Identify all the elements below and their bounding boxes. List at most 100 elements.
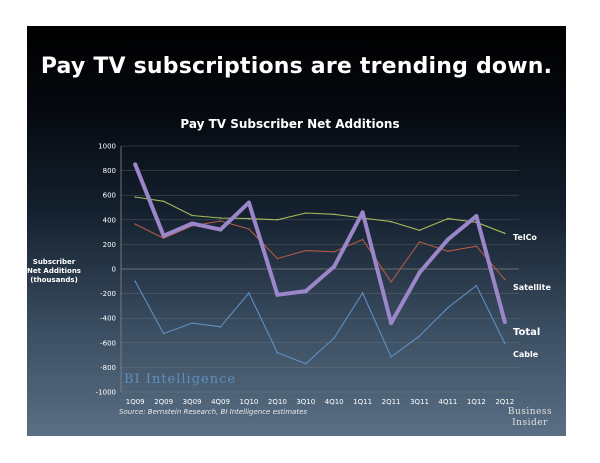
total-data-point	[389, 321, 394, 326]
total-data-point	[332, 264, 337, 269]
x-tick-label: 2Q09	[154, 398, 173, 406]
satellite-data-point	[361, 238, 364, 241]
cable-data-point	[162, 332, 165, 335]
y-axis-label: Subscriber Net Additions (thousands)	[27, 258, 81, 284]
y-tick-label: 600	[103, 192, 116, 200]
brand-line-1: Business	[508, 407, 552, 417]
x-tick-label: 3Q10	[296, 398, 315, 406]
total-data-point	[161, 233, 166, 238]
cable-data-point	[475, 284, 478, 287]
x-tick-label: 4Q10	[325, 398, 344, 406]
satellite-data-point	[134, 223, 137, 225]
business-insider-logo: Business Insider	[508, 407, 552, 428]
cable-series-line	[134, 280, 506, 365]
satellite-data-point	[162, 237, 165, 240]
telco-data-point	[390, 220, 392, 223]
cable-data-point	[191, 322, 193, 324]
source-note: Source: Bernstein Research, BI Intellige…	[119, 408, 307, 416]
total-series-line	[133, 162, 507, 326]
y-axis-label-line-2: Net Additions	[27, 267, 81, 275]
total-data-point	[474, 214, 479, 219]
telco-series-line	[134, 196, 506, 234]
y-tick-label: 1000	[98, 143, 116, 151]
x-tick-label: 3Q11	[410, 398, 429, 406]
telco-data-point	[162, 200, 165, 203]
satellite-data-point	[333, 250, 336, 253]
satellite-data-point	[475, 245, 478, 248]
y-tick-label: 800	[103, 167, 116, 175]
y-axis-label-line-3: (thousands)	[30, 276, 78, 284]
total-data-point	[275, 292, 280, 297]
telco-data-point	[418, 229, 421, 232]
satellite-data-point	[390, 281, 392, 283]
telco-data-point	[219, 217, 222, 219]
telco-data-point	[248, 217, 250, 220]
x-tick-label: 3Q09	[183, 398, 202, 406]
telco-data-point	[447, 217, 449, 220]
x-tick-label: 1Q09	[126, 398, 145, 406]
satellite-data-point	[503, 278, 506, 281]
chart-title: Pay TV Subscriber Net Additions	[180, 117, 399, 131]
telco-data-point	[333, 213, 336, 216]
telco-data-point	[304, 212, 307, 214]
telco-data-point	[134, 196, 137, 198]
cable-data-point	[304, 362, 307, 365]
total-data-point	[303, 289, 308, 294]
satellite-data-point	[219, 220, 222, 222]
y-axis-label-line-1: Subscriber	[33, 258, 76, 266]
y-axis-ticks: 1000 800 600 400 200 0 -200 -400 -600 -800 -1000	[96, 143, 116, 397]
x-tick-label: 1Q10	[239, 398, 258, 406]
y-tick-label: -1000	[96, 389, 116, 397]
x-tick-label: 1Q12	[467, 398, 486, 406]
satellite-data-point	[447, 250, 449, 252]
cable-data-point	[418, 335, 421, 337]
total-data-point	[133, 162, 138, 167]
satellite-series-label: Satellite	[513, 283, 551, 292]
total-data-point	[360, 210, 365, 215]
gridlines	[120, 145, 519, 393]
x-tick-label: 1Q11	[353, 398, 372, 406]
y-tick-label: 0	[112, 266, 116, 274]
telco-data-point	[191, 214, 193, 217]
bi-intelligence-watermark: BI Intelligence	[124, 372, 236, 387]
line-chart: Pay TV Subscriber Net Additions Subscrib…	[27, 117, 552, 428]
satellite-data-point	[276, 257, 279, 260]
total-series-label: Total	[513, 327, 540, 338]
telco-data-point	[276, 219, 279, 221]
x-tick-label: 2Q11	[382, 398, 401, 406]
cable-data-point	[447, 306, 449, 309]
x-tick-label: 2Q12	[495, 398, 514, 406]
cable-data-point	[390, 356, 392, 358]
x-tick-label: 4Q11	[438, 398, 457, 406]
cable-data-point	[333, 337, 336, 339]
total-data-point	[190, 221, 195, 226]
total-data-point	[502, 319, 507, 324]
satellite-series-line	[134, 220, 506, 283]
series-lines	[133, 162, 507, 365]
series-labels: TelCo Satellite Cable Total	[513, 233, 551, 359]
cable-data-point	[361, 292, 364, 294]
cable-series-label: Cable	[513, 350, 539, 359]
x-tick-label: 2Q10	[268, 398, 287, 406]
total-data-point	[246, 200, 251, 205]
y-tick-label: -800	[100, 364, 116, 372]
cable-data-point	[276, 351, 279, 354]
satellite-data-point	[248, 228, 250, 230]
cable-data-point	[219, 326, 222, 328]
cable-data-point	[503, 342, 506, 345]
y-tick-label: -600	[100, 339, 116, 347]
y-tick-label: 200	[103, 241, 116, 249]
satellite-data-point	[418, 241, 421, 243]
y-tick-label: 400	[103, 216, 116, 224]
total-data-point	[445, 237, 450, 242]
cable-data-point	[248, 292, 250, 294]
brand-line-2: Insider	[512, 418, 548, 428]
total-data-point	[417, 270, 422, 275]
telco-series-label: TelCo	[513, 233, 537, 242]
telco-data-point	[503, 232, 506, 235]
headline: Pay TV subscriptions are trending down.	[40, 54, 553, 79]
cable-data-point	[134, 280, 137, 283]
slide-background: Pay TV subscriptions are trending down. …	[27, 26, 566, 436]
x-tick-label: 4Q09	[211, 398, 230, 406]
x-axis-ticks: 1Q09 2Q09 3Q09 4Q09 1Q10 2Q10 3Q10 4Q10 1Q11 2Q11…	[126, 398, 514, 406]
